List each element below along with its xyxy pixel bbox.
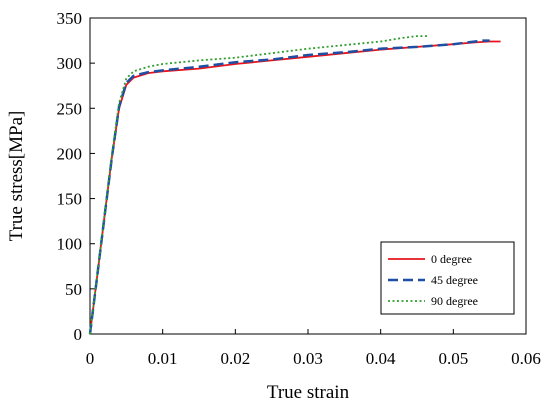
- x-tick-label: 0.05: [438, 349, 468, 368]
- y-tick-label: 250: [57, 99, 83, 118]
- y-tick-label: 350: [57, 9, 83, 28]
- legend: 0 degree 45 degree 90 degree: [380, 241, 515, 315]
- legend-label-3: 90 degree: [431, 294, 478, 308]
- legend-label-1: 0 degree: [431, 252, 472, 266]
- y-tick-label: 0: [74, 325, 83, 344]
- x-tick-label: 0.06: [511, 349, 541, 368]
- x-tick-label: 0.04: [366, 349, 396, 368]
- y-tick-label: 200: [57, 144, 83, 163]
- series-line-3: [89, 35, 428, 335]
- x-axis-title: True strain: [267, 382, 350, 403]
- legend-box: [380, 241, 515, 315]
- y-tick-label: 100: [57, 235, 83, 254]
- y-tick-label: 50: [65, 280, 82, 299]
- y-axis-title: True stress[MPa]: [6, 111, 27, 242]
- y-tick-label: 300: [57, 54, 83, 73]
- x-tick-label: 0.02: [220, 349, 250, 368]
- x-tick-label: 0: [86, 349, 95, 368]
- series-layer: [88, 35, 501, 335]
- x-tick-label: 0.01: [148, 349, 178, 368]
- y-tick-label: 150: [57, 190, 83, 209]
- x-axis-ticks: 0 0.01 0.02 0.03 0.04 0.05 0.06: [86, 329, 541, 368]
- x-tick-label: 0.03: [293, 349, 323, 368]
- y-axis-ticks: 0 50 100 150 200 250 300 350: [57, 9, 95, 344]
- legend-label-2: 45 degree: [431, 273, 478, 287]
